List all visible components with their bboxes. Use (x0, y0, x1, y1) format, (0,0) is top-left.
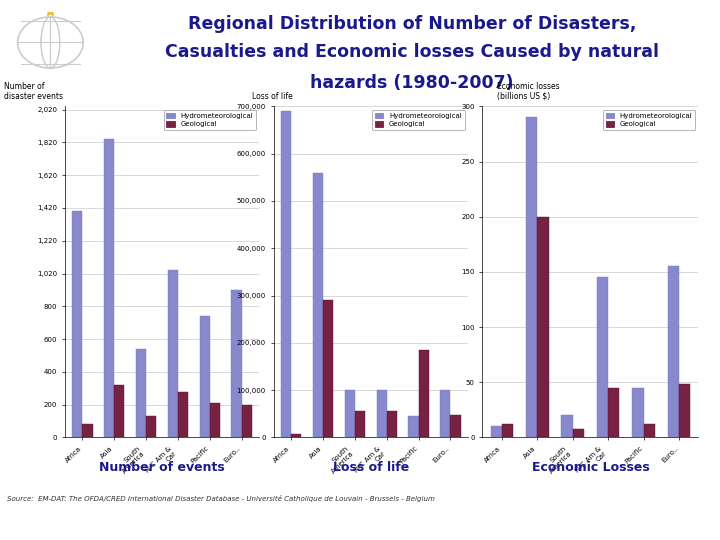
Bar (345, 390, 355, 437)
Bar (377, 390, 387, 437)
Bar (114, 385, 125, 437)
Bar (355, 411, 365, 437)
Bar (242, 406, 252, 437)
Text: Regional Distribution of Number of Disasters,: Regional Distribution of Number of Disas… (188, 15, 636, 32)
Bar (323, 300, 333, 437)
Bar (199, 316, 210, 437)
Bar (526, 117, 537, 437)
Bar (146, 416, 156, 437)
Bar (490, 427, 502, 437)
Text: Casualties and Economic losses Caused by natural: Casualties and Economic losses Caused by… (165, 43, 660, 61)
Text: Loss of life: Loss of life (252, 92, 293, 101)
Bar (562, 415, 572, 437)
Bar (608, 388, 619, 437)
Legend: Hydrometeorological, Geological: Hydrometeorological, Geological (163, 110, 256, 130)
Text: hazards (1980-2007): hazards (1980-2007) (310, 74, 514, 92)
Bar (312, 173, 323, 437)
Text: Source:  EM-DAT: The OFDA/CRED International Disaster Database - Université Cath: Source: EM-DAT: The OFDA/CRED Internatio… (7, 495, 435, 502)
Text: Number of events: Number of events (99, 461, 225, 474)
Bar (572, 429, 584, 437)
Bar (82, 424, 93, 437)
Bar (502, 424, 513, 437)
Bar (72, 211, 82, 437)
Bar (632, 388, 644, 437)
Bar (281, 111, 291, 437)
Bar (291, 434, 302, 437)
Text: Loss of life: Loss of life (333, 461, 409, 474)
Bar (440, 390, 451, 437)
Text: Economic Losses: Economic Losses (531, 461, 649, 474)
Bar (644, 424, 655, 437)
Bar (418, 350, 429, 437)
Bar (178, 393, 188, 437)
Bar (667, 266, 679, 437)
Bar (597, 278, 608, 437)
Bar (136, 349, 146, 437)
Text: Number of
disaster events: Number of disaster events (4, 82, 63, 101)
Bar (231, 290, 242, 437)
Legend: Hydrometeorological, Geological: Hydrometeorological, Geological (372, 110, 464, 130)
Bar (679, 384, 690, 437)
Text: Economic losses
(billions US $): Economic losses (billions US $) (497, 82, 559, 101)
Bar (451, 415, 461, 437)
Text: WMO OMM: WMO OMM (27, 75, 74, 83)
Bar (168, 270, 178, 437)
Bar (408, 416, 418, 437)
Bar (104, 139, 114, 437)
Bar (210, 403, 220, 437)
Bar (537, 217, 549, 437)
Bar (387, 411, 397, 437)
Legend: Hydrometeorological, Geological: Hydrometeorological, Geological (603, 110, 695, 130)
